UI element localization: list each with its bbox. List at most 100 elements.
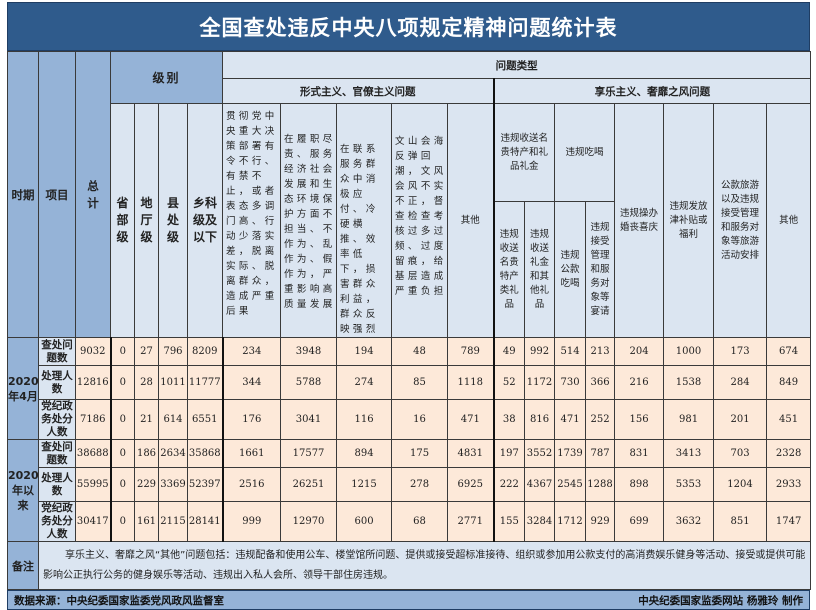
value-cell: 1011 — [158, 365, 188, 400]
value-cell: 5788 — [280, 365, 338, 400]
value-cell: 3041 — [280, 399, 338, 440]
stats-table: 时期 项目 总计 级别 问题类型 形式主义、官僚主义问题 享乐主义、奢靡之风问题… — [7, 51, 812, 590]
value-cell: 197 — [493, 439, 526, 468]
value-cell: 4367 — [524, 467, 556, 502]
value-cell: 3284 — [524, 501, 556, 542]
value-cell: 3948 — [280, 337, 338, 366]
header-level-province: 省部级 — [110, 103, 135, 338]
table-body: 2020年4月 查处问题数 9032 0 27 796 8209 234 3948 194 48 78… — [7, 337, 812, 542]
value-cell: 234 — [222, 337, 282, 366]
value-cell: 514 — [554, 337, 587, 366]
value-cell: 703 — [713, 439, 768, 468]
value-cell: 35868 — [186, 439, 224, 468]
value-cell: 471 — [554, 399, 587, 440]
header-formalism-other: 其他 — [447, 103, 495, 338]
value-cell: 2933 — [766, 467, 812, 502]
value-cell: 1747 — [766, 501, 812, 542]
value-cell: 3369 — [158, 467, 188, 502]
value-cell: 981 — [663, 399, 715, 440]
value-cell: 894 — [336, 439, 393, 468]
value-cell: 194 — [336, 337, 393, 366]
table-row: 2020年以来 查处问题数 38688 0 186 2634 35868 1661 17577 8… — [7, 439, 812, 542]
notes-text: 享乐主义、奢靡之风“其他”问题包括：违规配备和使用公车、楼堂馆所问题、提供或接受… — [37, 541, 812, 590]
value-cell: 451 — [766, 399, 812, 440]
value-cell: 1739 — [554, 439, 587, 468]
value-cell: 787 — [585, 439, 616, 468]
value-cell: 796 — [158, 337, 188, 366]
header-total: 总计 — [75, 51, 111, 338]
header-formalism-col-3: 在联系服务群众中消极应付、冷硬横推、效率低下，损害群众利益，群众反映强烈 — [336, 103, 393, 338]
value-cell: 213 — [585, 337, 616, 366]
value-cell: 52 — [493, 365, 526, 400]
value-cell: 175 — [391, 439, 449, 468]
header-gifts-cash: 违规收送礼金和其他礼品 — [524, 201, 556, 338]
value-cell: 49 — [493, 337, 526, 366]
header-formalism: 形式主义、官僚主义问题 — [222, 78, 495, 104]
header-allowances: 违规发放津补贴或福利 — [663, 103, 715, 338]
header-formalism-col-4: 文山会海反弹回潮，文风会风不实不正，督查检查考核过多过频、过度留痕，给基层造成严… — [391, 103, 449, 338]
credit: 中央纪委国家监委网站 杨雅玲 制作 — [638, 594, 803, 607]
value-cell: 26251 — [280, 467, 338, 502]
table-row: 党纪政务处分人数 30417 0 161 2115 28141 999 12970 600 68 2… — [8, 501, 812, 542]
value-cell: 85 — [391, 365, 449, 400]
value-cell: 0 — [110, 439, 135, 468]
value-cell: 284 — [713, 365, 768, 400]
value-cell: 929 — [585, 501, 616, 542]
value-cell: 2771 — [447, 501, 495, 542]
item-cell: 党纪政务处分人数 — [38, 399, 76, 440]
value-cell: 851 — [713, 501, 768, 542]
table-row: 处理人数 55995 0 229 3369 52397 2516 26251 1215 278 69… — [8, 467, 812, 502]
value-cell: 28141 — [186, 501, 224, 542]
value-cell: 1288 — [585, 467, 616, 502]
value-cell: 38 — [493, 399, 526, 440]
header-gifts-specialties: 违规收送名贵特产类礼品 — [493, 201, 526, 338]
value-cell: 849 — [766, 365, 812, 400]
table-row: 党纪政务处分人数 7186 0 21 614 6551 176 3041 116 16 471 38 8… — [8, 399, 812, 440]
value-cell: 17577 — [280, 439, 338, 468]
value-cell: 116 — [336, 399, 393, 440]
value-cell: 68 — [391, 501, 449, 542]
value-cell: 173 — [713, 337, 768, 366]
value-cell: 3632 — [663, 501, 715, 542]
value-cell: 222 — [493, 467, 526, 502]
header-hedonism-other: 其他 — [766, 103, 812, 338]
value-cell: 21 — [134, 399, 159, 440]
value-cell: 11777 — [186, 365, 224, 400]
value-cell: 186 — [134, 439, 159, 468]
value-cell: 2545 — [554, 467, 587, 502]
header-dining-public: 违规公款吃喝 — [554, 201, 587, 338]
header-problem-type: 问题类型 — [222, 51, 812, 79]
table-row: 2020年4月 查处问题数 9032 0 27 796 8209 234 3948 194 48 78… — [7, 337, 812, 440]
notes-label: 备注 — [7, 541, 39, 590]
value-cell: 898 — [614, 467, 665, 502]
value-cell: 789 — [447, 337, 495, 366]
value-cell: 0 — [110, 337, 135, 366]
header-period: 时期 — [7, 51, 39, 338]
header-level-county: 县处级 — [158, 103, 188, 338]
value-cell: 1204 — [713, 467, 768, 502]
value-cell: 27 — [134, 337, 159, 366]
item-cell: 查处问题数 — [38, 439, 76, 468]
value-cell: 161 — [134, 501, 159, 542]
value-cell: 1712 — [554, 501, 587, 542]
value-cell: 216 — [614, 365, 665, 400]
value-cell: 1118 — [447, 365, 495, 400]
value-cell: 2516 — [222, 467, 282, 502]
value-cell: 0 — [110, 467, 135, 502]
value-cell: 48 — [391, 337, 449, 366]
value-cell: 156 — [614, 399, 665, 440]
value-cell: 1172 — [524, 365, 556, 400]
value-cell: 6551 — [186, 399, 224, 440]
value-cell: 471 — [447, 399, 495, 440]
value-cell: 816 — [524, 399, 556, 440]
header-formalism-col-1: 贯彻党中央重大决策部署有令不行、有禁不止，或者表态多调门高、行动少落实差，脱离实… — [222, 103, 282, 338]
value-cell: 366 — [585, 365, 616, 400]
header-level-prefecture: 地厅级 — [134, 103, 159, 338]
header-dining: 违规吃喝 — [554, 102, 616, 203]
table-title: 全国查处违反中央八项规定精神问题统计表 — [7, 2, 810, 51]
value-cell: 2115 — [158, 501, 188, 542]
item-cell: 处理人数 — [38, 467, 76, 502]
item-cell: 查处问题数 — [38, 337, 76, 366]
period-cell: 2020年4月 — [7, 337, 39, 440]
stats-table-container: 全国查处违反中央八项规定精神问题统计表 时期 项目 总计 级别 问题类型 形式主… — [7, 2, 812, 610]
